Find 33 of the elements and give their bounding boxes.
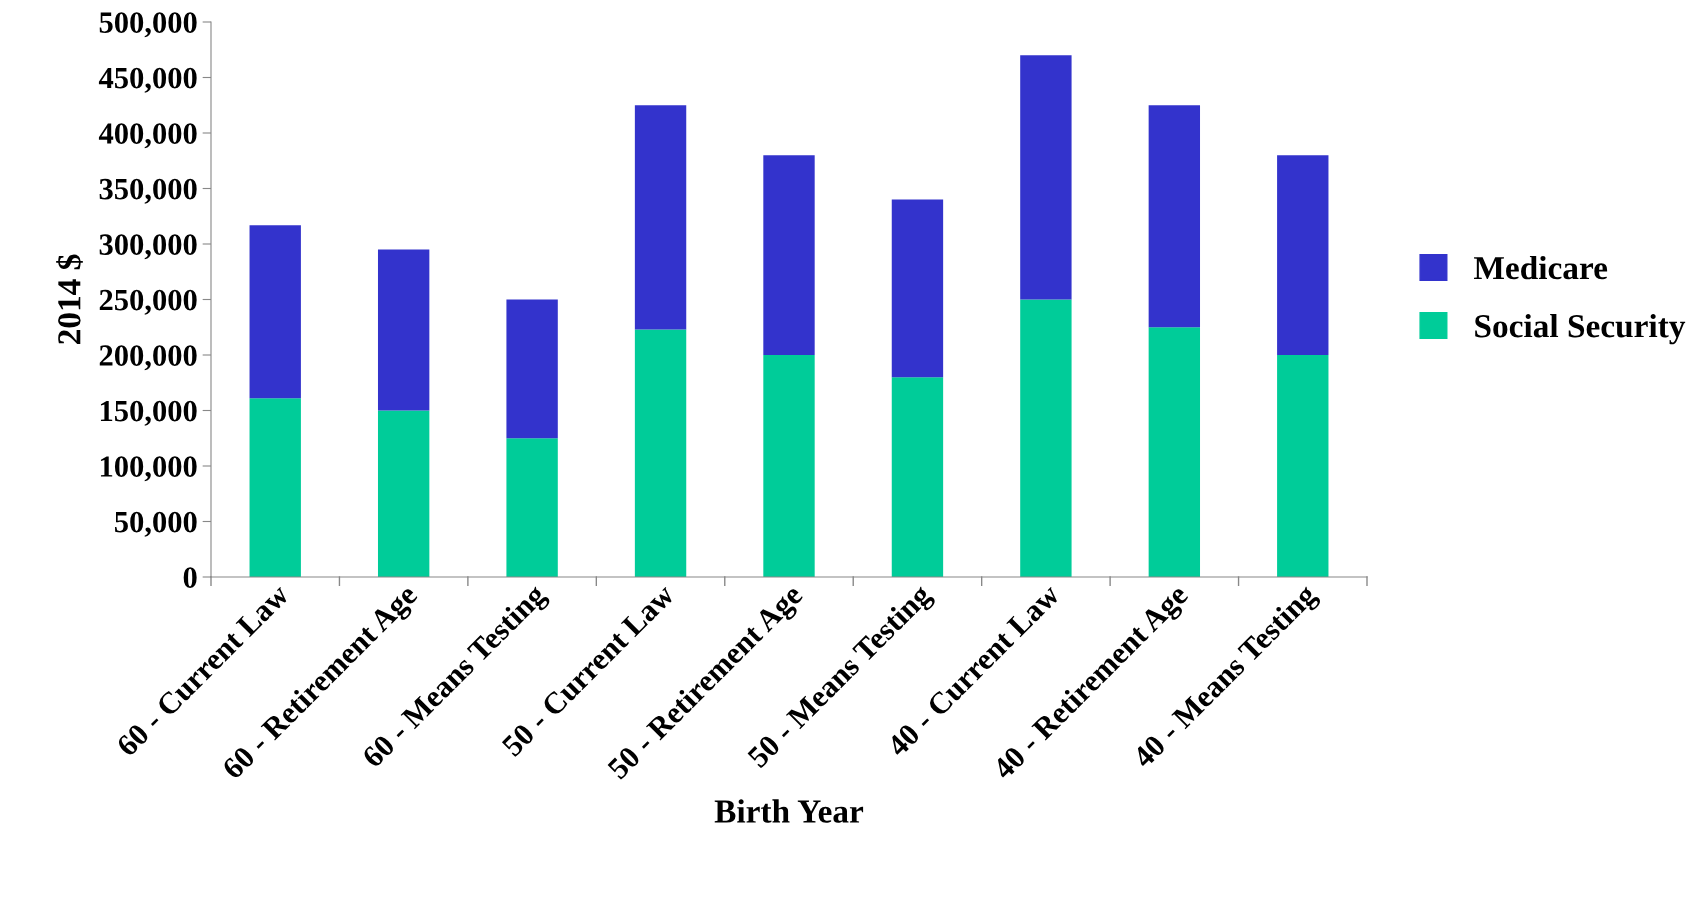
y-tick-label: 50,000 [115, 511, 197, 537]
bar [1020, 299, 1072, 577]
bar [763, 355, 815, 577]
bar [1020, 55, 1072, 300]
legend-label: Medicare [1474, 255, 1608, 280]
y-tick-label: 350,000 [99, 178, 197, 204]
y-tick-label: 300,000 [99, 234, 197, 260]
bar [634, 329, 687, 577]
y-tick-label: 150,000 [100, 400, 197, 426]
y-tick-label: 400,000 [98, 123, 197, 149]
bar [377, 249, 430, 411]
bar [891, 377, 944, 577]
y-tick-label: 450,000 [98, 67, 197, 93]
legend-label: Social Security [1475, 313, 1686, 345]
y-tick-label: 0 [183, 567, 197, 588]
bar [1277, 355, 1329, 577]
bar [506, 299, 558, 439]
bar [1277, 155, 1329, 355]
y-tick-label: 200,000 [99, 345, 197, 371]
bar [1148, 327, 1201, 577]
bar [249, 398, 301, 577]
y-tick-label: 500,000 [99, 12, 197, 38]
y-axis-title: 2014 $ [56, 254, 83, 344]
bar [249, 225, 301, 399]
x-axis-title: Birth Year [714, 799, 864, 823]
bar [763, 155, 815, 355]
bar [506, 438, 558, 577]
bar [634, 105, 687, 330]
bar [377, 410, 430, 577]
bar [891, 199, 944, 378]
bar [1148, 105, 1201, 328]
y-tick-label: 250,000 [99, 289, 197, 315]
y-tick-label: 100,000 [100, 456, 197, 482]
